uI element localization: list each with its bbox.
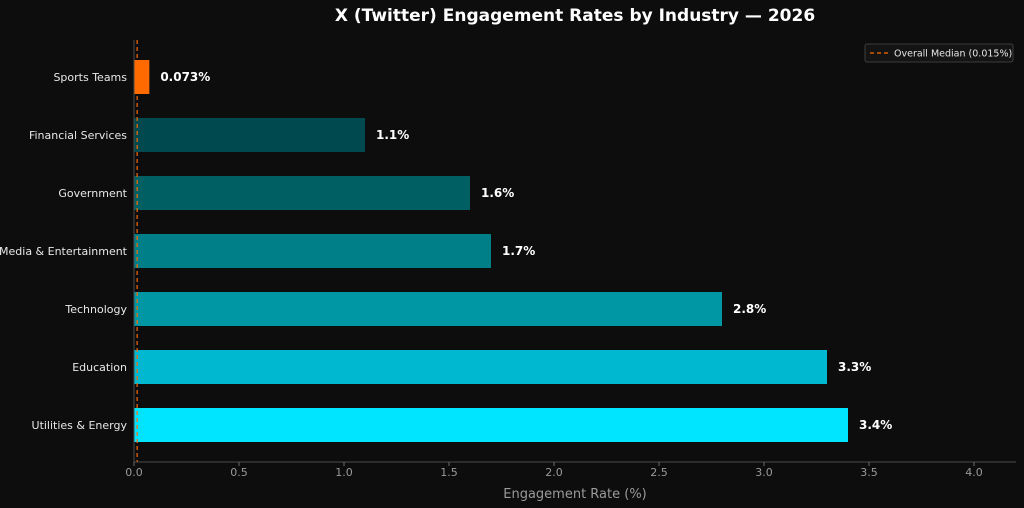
- chart-title: X (Twitter) Engagement Rates by Industry…: [335, 6, 815, 26]
- bar-education: [134, 350, 827, 384]
- value-label: 3.3%: [838, 360, 871, 374]
- x-tick-label: 0.0: [125, 466, 143, 479]
- category-label: Technology: [64, 303, 127, 316]
- value-labels: 0.073% 1.1% 1.6% 1.7% 2.8% 3.3% 3.4%: [160, 70, 892, 432]
- legend: Overall Median (0.015%): [864, 43, 1014, 63]
- legend-label: Overall Median (0.015%): [894, 49, 1012, 60]
- legend-box: [864, 43, 1014, 63]
- x-tick-label: 1.0: [335, 466, 353, 479]
- value-label: 1.6%: [481, 186, 514, 200]
- category-label: Education: [72, 361, 127, 374]
- x-tick-label: 2.5: [650, 466, 668, 479]
- bar-sports-teams: [134, 60, 150, 94]
- value-label: 1.7%: [502, 244, 535, 258]
- bar-media-entertainment: [134, 234, 491, 268]
- x-tick-label: 1.5: [440, 466, 458, 479]
- category-labels: Sports Teams Financial Services Government…: [0, 71, 128, 432]
- bars-group: [134, 60, 848, 442]
- category-label: Media & Entertainment: [0, 245, 128, 258]
- x-tick-label: 3.0: [755, 466, 773, 479]
- bar-financial-services: [134, 118, 365, 152]
- value-label: 0.073%: [160, 70, 210, 84]
- x-tick-label: 4.0: [965, 466, 983, 479]
- x-tick-label: 2.0: [545, 466, 563, 479]
- value-label: 2.8%: [733, 302, 766, 316]
- value-label: 1.1%: [376, 128, 409, 142]
- category-label: Utilities & Energy: [32, 419, 128, 432]
- x-tick-label: 0.5: [230, 466, 248, 479]
- bar-technology: [134, 292, 722, 326]
- x-ticks: 0.0 0.5 1.0 1.5 2.0 2.5 3.0 3.5 4.0: [125, 462, 983, 479]
- bar-government: [134, 176, 470, 210]
- x-tick-label: 3.5: [860, 466, 878, 479]
- value-label: 3.4%: [859, 418, 892, 432]
- category-label: Government: [58, 187, 127, 200]
- bar-utilities-energy: [134, 408, 848, 442]
- x-axis-label: Engagement Rate (%): [503, 487, 647, 502]
- category-label: Financial Services: [29, 129, 127, 142]
- category-label: Sports Teams: [53, 71, 127, 84]
